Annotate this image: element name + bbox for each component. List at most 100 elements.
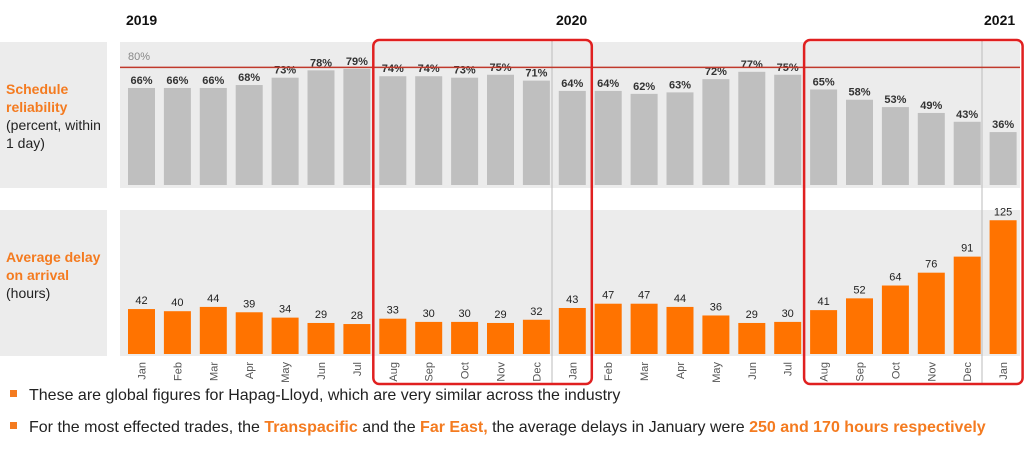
reliability-value-label: 36% xyxy=(992,119,1014,131)
delay-value-label: 32 xyxy=(530,306,542,318)
reliability-bar xyxy=(702,79,730,185)
delay-bar xyxy=(917,272,945,354)
reliability-bar xyxy=(666,92,694,185)
reliability-value-label: 64% xyxy=(561,78,583,90)
reliability-value-label: 66% xyxy=(166,75,188,87)
bullet-marker xyxy=(10,390,17,397)
delay-value-label: 36 xyxy=(710,301,722,313)
chart-area: 80% 66% 66% 66% 68%73%78% 79%74% 74% 73% 75% 71%… xyxy=(120,38,1024,386)
delay-bar xyxy=(379,318,407,354)
x-axis-labels: Jan Feb Mar Apr May Jun Jul Aug Sep Oct Nov Dec Jan F… xyxy=(137,362,1011,383)
month-label: May xyxy=(711,362,723,383)
reliability-value-label: 78% xyxy=(310,57,332,69)
reliability-bar xyxy=(379,76,407,185)
month-label: Aug xyxy=(388,362,400,382)
delay-value-label: 52 xyxy=(853,284,865,296)
month-label: Mar xyxy=(208,362,220,381)
delay-value-label: 29 xyxy=(746,309,758,321)
month-label: Jan xyxy=(998,362,1010,380)
reliability-bar xyxy=(881,107,909,185)
month-label: Nov xyxy=(926,362,938,382)
delay-value-label: 47 xyxy=(602,290,614,302)
month-label: Oct xyxy=(890,362,902,379)
highlight-box-2 xyxy=(802,38,1024,386)
month-label: Feb xyxy=(603,362,615,381)
delay-bar xyxy=(774,321,802,354)
delay-value-label: 28 xyxy=(351,310,363,322)
delay-value-label: 29 xyxy=(494,309,506,321)
reliability-bar xyxy=(953,121,981,185)
average-delay-subtitle: (hours) xyxy=(6,285,51,301)
reliability-value-label: 62% xyxy=(633,81,655,93)
reliability-value-label: 73% xyxy=(274,65,296,77)
month-label: Aug xyxy=(819,362,831,382)
bullet-2-text-a: For the most effected trades, the xyxy=(29,419,265,436)
bullet-1: These are global figures for Hapag-Lloyd… xyxy=(10,386,620,406)
delay-bar xyxy=(307,322,335,354)
month-label: Apr xyxy=(675,362,687,379)
month-label: Jan xyxy=(567,362,579,380)
bullet-2-highlight-hours: 250 and 170 hours respectively xyxy=(749,419,986,436)
reliability-value-label: 79% xyxy=(346,56,368,68)
bullet-1-text: These are global figures for Hapag-Lloyd… xyxy=(29,387,621,404)
reliability-bar xyxy=(846,99,873,185)
highlight-boxes xyxy=(372,38,1024,386)
delay-bar xyxy=(487,322,514,354)
reliability-bar xyxy=(415,76,443,185)
reliability-bar xyxy=(307,70,335,185)
delay-bar xyxy=(989,220,1017,354)
reliability-value-label: 68% xyxy=(238,72,260,84)
delay-value-label: 30 xyxy=(458,308,470,320)
reliability-bar xyxy=(810,89,838,185)
reliability-bar xyxy=(989,132,1017,185)
delay-value-label: 91 xyxy=(961,243,973,255)
delay-bar xyxy=(558,307,586,354)
bullet-2-text-b: and the xyxy=(357,419,421,436)
month-label: Feb xyxy=(172,362,184,381)
delay-value-label: 44 xyxy=(674,293,686,305)
top-bars-group: 66% 66% 66% 68%73%78% 79%74% 74% 73% 75% 71%64% 6… xyxy=(128,56,1017,185)
reliability-bar xyxy=(558,90,586,185)
delay-bar xyxy=(451,321,479,354)
reliability-bar xyxy=(738,71,766,185)
month-label: Sep xyxy=(424,362,436,382)
average-delay-title: Average delay on arrival xyxy=(6,249,101,283)
reliability-value-label: 71% xyxy=(525,68,547,80)
delay-value-label: 34 xyxy=(279,304,291,316)
delay-bar xyxy=(199,306,227,354)
delay-value-label: 40 xyxy=(171,297,183,309)
reliability-bar xyxy=(917,112,945,185)
delay-value-label: 44 xyxy=(207,293,219,305)
schedule-reliability-label: Schedule reliability (percent, within 1 … xyxy=(0,42,107,188)
reliability-value-label: 49% xyxy=(920,100,942,112)
month-label: Apr xyxy=(244,362,256,379)
delay-bar xyxy=(522,319,550,354)
reliability-value-label: 65% xyxy=(813,76,835,88)
year-label-2020: 2020 xyxy=(556,12,588,28)
month-label: Dec xyxy=(531,362,543,382)
delay-bar xyxy=(810,310,838,354)
delay-value-label: 29 xyxy=(315,309,327,321)
month-label: Jan xyxy=(137,362,149,380)
reliability-bar xyxy=(271,77,299,185)
delay-bar xyxy=(128,309,155,354)
delay-value-label: 43 xyxy=(566,294,578,306)
reliability-value-label: 72% xyxy=(705,66,727,78)
delay-bar xyxy=(271,317,299,354)
reliability-value-label: 74% xyxy=(382,63,404,75)
month-label: Sep xyxy=(855,362,867,382)
reliability-value-label: 66% xyxy=(130,75,152,87)
reliability-bar xyxy=(451,77,479,185)
highlight-box-1 xyxy=(372,38,594,386)
delay-bar xyxy=(666,306,694,354)
month-label: Jul xyxy=(783,362,795,376)
delay-value-label: 30 xyxy=(423,308,435,320)
reliability-bar xyxy=(487,74,514,185)
reference-label: 80% xyxy=(128,51,150,63)
reliability-value-label: 74% xyxy=(418,63,440,75)
year-label-2019: 2019 xyxy=(126,12,158,28)
schedule-reliability-subtitle: (percent, within 1 day) xyxy=(6,117,101,151)
delay-bar xyxy=(235,312,263,354)
month-label: Jul xyxy=(352,362,364,376)
delay-bar xyxy=(846,298,873,354)
